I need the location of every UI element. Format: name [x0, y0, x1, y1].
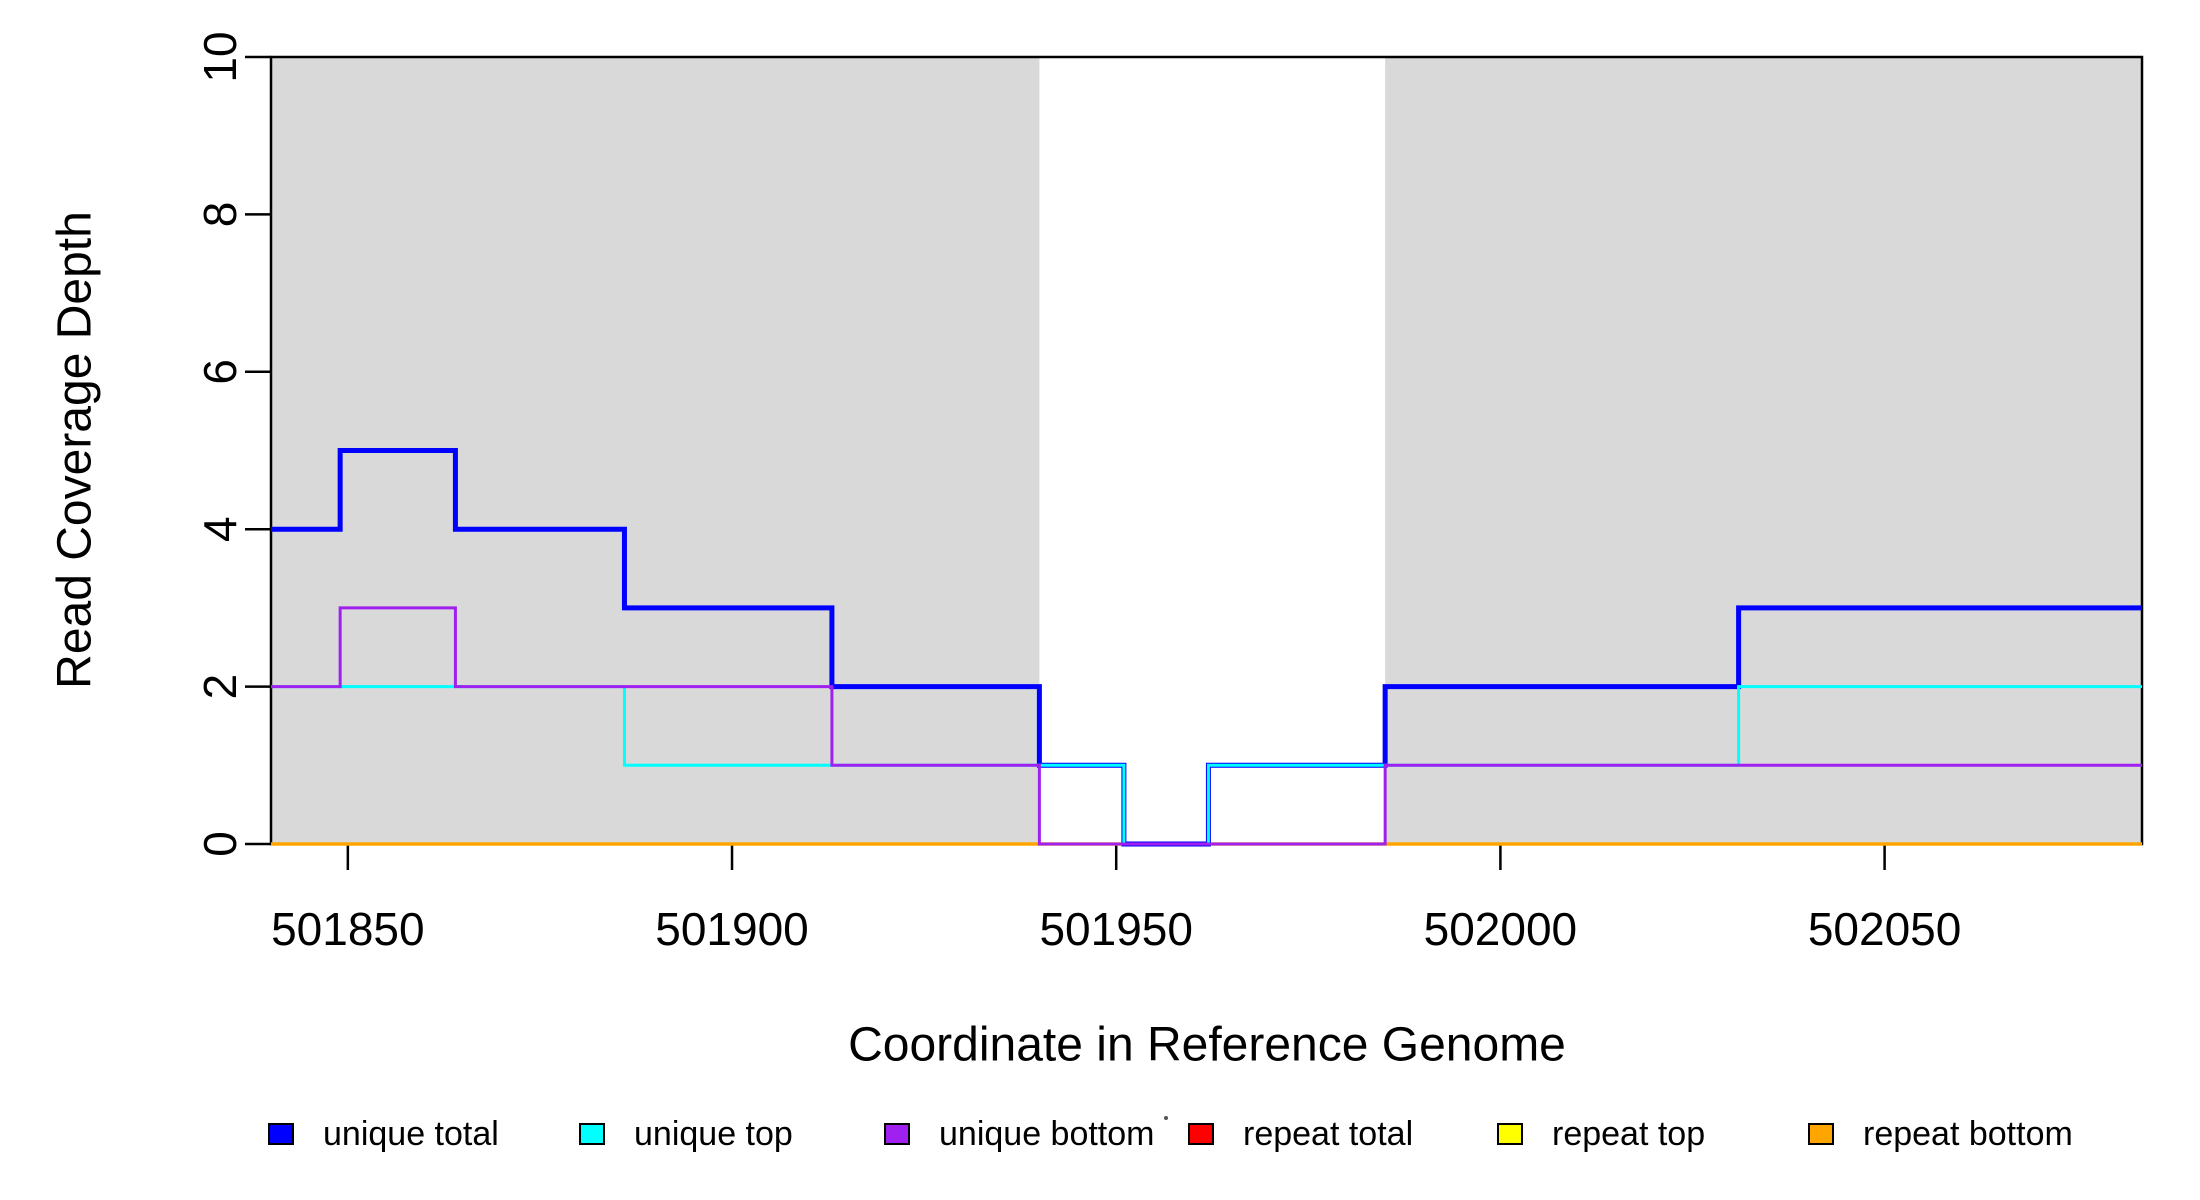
series-line-unique-total — [271, 448, 2142, 847]
stray-dot-artifact — [1164, 1116, 1168, 1120]
legend-item-repeat-bottom: repeat bottom — [1808, 1111, 2073, 1157]
y-axis-title: Read Coverage Depth — [49, 211, 102, 689]
legend-label-repeat-top: repeat top — [1552, 1114, 1706, 1153]
legend-label-unique-bottom: unique bottom — [939, 1114, 1155, 1153]
legend-label-repeat-bottom: repeat bottom — [1863, 1114, 2073, 1153]
highlight-bands — [271, 57, 2142, 844]
legend-item-repeat-total: repeat total — [1188, 1111, 1413, 1157]
y-tick-label: 6 — [194, 359, 246, 385]
legend-item-repeat-top: repeat top — [1497, 1111, 1705, 1157]
x-tick-label: 502050 — [1808, 903, 1962, 955]
highlight-band — [1385, 57, 2142, 844]
legend-swatch-repeat-top — [1497, 1123, 1523, 1145]
legend-item-unique-top: unique top — [579, 1111, 793, 1157]
x-tick-label: 502000 — [1424, 903, 1578, 955]
y-tick-label: 10 — [194, 31, 246, 82]
legend-label-repeat-total: repeat total — [1243, 1114, 1414, 1153]
legend-label-unique-total: unique total — [323, 1114, 499, 1153]
legend-item-unique-total: unique total — [268, 1111, 499, 1157]
legend-swatch-repeat-total — [1188, 1123, 1214, 1145]
x-axis-title: Coordinate in Reference Genome — [848, 1019, 1566, 1072]
y-tick-label: 8 — [194, 202, 246, 228]
legend-swatch-repeat-bottom — [1808, 1123, 1834, 1145]
series-lines — [271, 448, 2142, 847]
y-tick-label: 4 — [194, 516, 246, 542]
y-tick-label: 2 — [194, 674, 246, 700]
legend-swatch-unique-total — [268, 1123, 294, 1145]
x-tick-label: 501900 — [655, 903, 809, 955]
y-tick-label: 0 — [194, 831, 246, 857]
legend-item-unique-bottom: unique bottom — [884, 1111, 1155, 1157]
legend-swatch-unique-top — [579, 1123, 605, 1145]
legend-swatch-unique-bottom — [884, 1123, 910, 1145]
x-tick-label: 501950 — [1039, 903, 1193, 955]
axes: 501850 501900 501950 502000 502050 0 2 4 6 8 10 — [194, 31, 1961, 955]
legend-label-unique-top: unique top — [634, 1114, 793, 1153]
series-line-unique-bottom — [271, 606, 2142, 846]
legend: unique total unique top unique bottom re… — [0, 1111, 2200, 1157]
x-tick-label: 501850 — [271, 903, 425, 955]
